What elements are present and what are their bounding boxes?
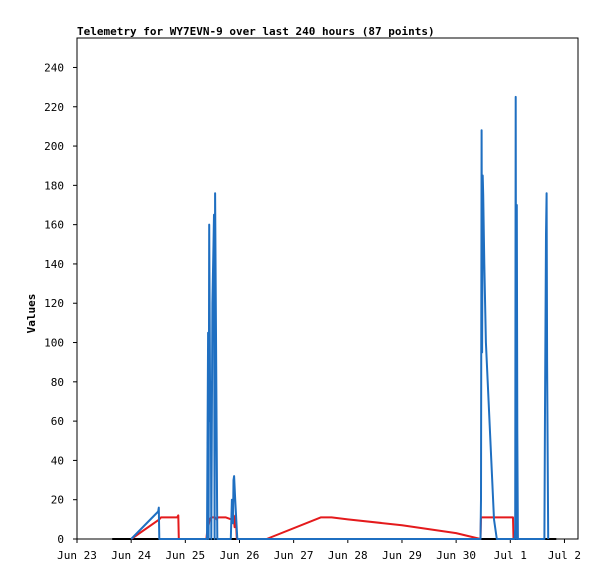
x-tick-label: Jun 28 bbox=[328, 549, 368, 562]
x-tick-label: Jun 26 bbox=[220, 549, 260, 562]
y-axis: 0 20 40 60 80 100 120 140 160 180 200 220 240 bbox=[44, 61, 77, 546]
y-tick-label: 100 bbox=[44, 337, 64, 350]
x-tick-label: Jul 1 bbox=[494, 549, 527, 562]
x-tick-label: Jun 27 bbox=[274, 549, 314, 562]
y-tick-label: 160 bbox=[44, 219, 64, 232]
series-line-2 bbox=[130, 514, 515, 540]
y-axis-label: Values bbox=[25, 294, 38, 334]
y-tick-label: 120 bbox=[44, 297, 64, 310]
x-tick-label: Jun 30 bbox=[436, 549, 476, 562]
plot-area-frame bbox=[76, 37, 579, 540]
chart-title: Telemetry for WY7EVN-9 over last 240 hou… bbox=[77, 25, 435, 38]
y-tick-label: 240 bbox=[44, 61, 64, 74]
series-line-3 bbox=[130, 95, 550, 540]
y-tick-label: 20 bbox=[51, 494, 64, 507]
y-tick-label: 40 bbox=[51, 454, 64, 467]
x-tick-label: Jun 24 bbox=[111, 549, 151, 562]
y-tick-label: 80 bbox=[51, 376, 64, 389]
x-tick-label: Jun 29 bbox=[382, 549, 422, 562]
y-tick-label: 140 bbox=[44, 258, 64, 271]
series-layer bbox=[112, 95, 557, 540]
x-tick-label: Jun 23 bbox=[57, 549, 97, 562]
x-axis: Jun 23 Jun 24 Jun 25 Jun 26 Jun 27 Jun 28 Jun … bbox=[57, 539, 581, 562]
y-tick-label: 0 bbox=[57, 533, 64, 546]
y-tick-label: 200 bbox=[44, 140, 64, 153]
y-tick-label: 60 bbox=[51, 415, 64, 428]
y-tick-label: 220 bbox=[44, 101, 64, 114]
y-tick-label: 180 bbox=[44, 179, 64, 192]
x-tick-label: Jun 25 bbox=[165, 549, 205, 562]
x-tick-label: Jul 2 bbox=[548, 549, 581, 562]
